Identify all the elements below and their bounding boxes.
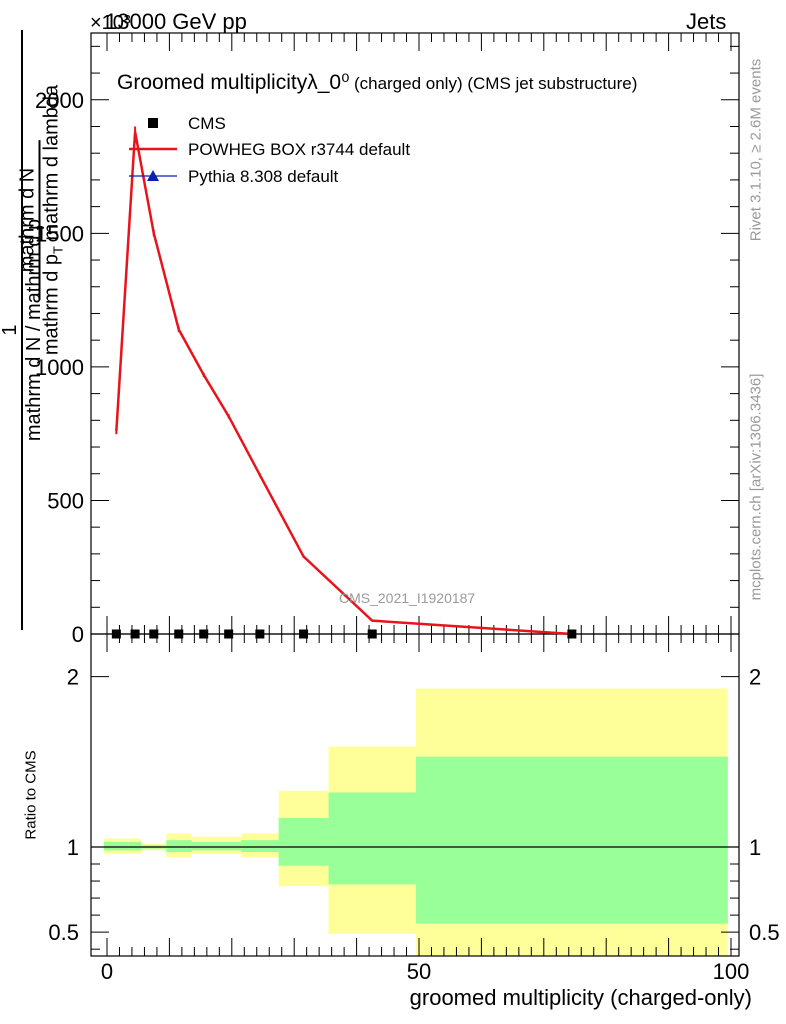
ratio-frame bbox=[90, 633, 740, 957]
y-label-rhs-bottom: mathrm d p bbox=[40, 253, 63, 356]
x-tick-label: 50 bbox=[407, 959, 431, 984]
ratio-y-tick-label-left: 1 bbox=[67, 835, 79, 860]
chart-title: Groomed multiplicityλ_0⁰ (charged only) … bbox=[117, 70, 637, 95]
ratio-y-label: Ratio to CMS bbox=[22, 750, 40, 840]
mcplots-label: mcplots.cern.ch [arXiv:1306.3436] bbox=[747, 373, 765, 601]
ratio-y-tick-label-left: 2 bbox=[67, 665, 79, 690]
cms-data-point bbox=[299, 629, 309, 639]
powheg-line bbox=[115, 131, 572, 636]
cms-data-point bbox=[567, 629, 577, 639]
category-label: Jets bbox=[686, 9, 727, 34]
y-label-rhs-sub: T bbox=[50, 246, 66, 254]
cms-data-point bbox=[111, 629, 121, 639]
cms-data-point bbox=[255, 629, 265, 639]
y-tick-label: 1500 bbox=[35, 221, 84, 246]
ratio-inner-band-8 bbox=[415, 756, 728, 924]
chart-title-note: (charged only) (CMS jet substructure) bbox=[353, 74, 638, 93]
ratio-inner-band-1 bbox=[128, 841, 142, 851]
legend-marker-pythia bbox=[147, 170, 159, 181]
energy-label: 13000 GeV pp bbox=[105, 9, 247, 34]
ratio-inner-band-5 bbox=[241, 840, 279, 853]
ratio-inner-band-4 bbox=[191, 841, 242, 851]
rivet-label: Rivet 3.1.10, ≥ 2.6M events bbox=[747, 58, 765, 242]
y-tick-label: 1000 bbox=[35, 355, 84, 380]
legend-label-powheg: POWHEG BOX r3744 default bbox=[188, 140, 411, 159]
chart-title-main: Groomed multiplicityλ_0⁰ bbox=[117, 71, 350, 94]
legend-label-pythia: Pythia 8.308 default bbox=[188, 167, 339, 186]
x-axis-label: groomed multiplicity (charged-only) bbox=[409, 985, 752, 1010]
legend-marker-cms bbox=[148, 118, 158, 128]
ratio-inner-band-3 bbox=[166, 840, 192, 853]
y-label-rhs-tail: mathrm d lambda bbox=[40, 84, 63, 247]
ratio-inner-band-0 bbox=[103, 841, 129, 851]
cms-data-point bbox=[130, 629, 140, 639]
y-exponent-label: ×10³ bbox=[90, 12, 131, 34]
y-tick-label: 0 bbox=[72, 622, 84, 647]
ratio-y-tick-label-left: 0.5 bbox=[48, 920, 79, 945]
ratio-y-tick-label-right: 1 bbox=[749, 835, 761, 860]
ratio-inner-band-6 bbox=[278, 818, 329, 866]
x-tick-label: 100 bbox=[713, 959, 750, 984]
x-tick-label: 0 bbox=[101, 959, 113, 984]
ratio-y-tick-label-right: 0.5 bbox=[749, 920, 780, 945]
cms-data-point bbox=[367, 629, 377, 639]
cms-data-point bbox=[224, 629, 234, 639]
ratio-y-tick-label-right: 2 bbox=[749, 665, 761, 690]
cms-data-point bbox=[174, 629, 184, 639]
analysis-label: CMS_2021_I1920187 bbox=[339, 590, 476, 606]
y-tick-label: 2000 bbox=[35, 88, 84, 113]
y-tick-label: 500 bbox=[47, 488, 84, 513]
y-label-rhs-top: mathrm d N bbox=[16, 167, 39, 273]
legend-label-cms: CMS bbox=[188, 114, 226, 133]
cms-data-point bbox=[149, 629, 159, 639]
cms-data-point bbox=[199, 629, 209, 639]
y-axis-label-rhs: mathrm d N mathrm d pT mathrm d lambda bbox=[17, 85, 70, 355]
ratio-inner-band-7 bbox=[328, 792, 416, 885]
